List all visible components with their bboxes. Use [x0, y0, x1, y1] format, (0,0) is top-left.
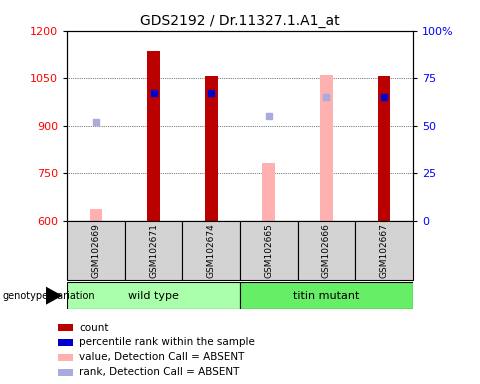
Title: GDS2192 / Dr.11327.1.A1_at: GDS2192 / Dr.11327.1.A1_at — [140, 14, 340, 28]
Bar — [58, 354, 73, 361]
Bar — [147, 51, 160, 221]
Bar — [58, 339, 73, 346]
Bar — [378, 76, 390, 221]
Text: wild type: wild type — [128, 291, 179, 301]
Text: GSM102671: GSM102671 — [149, 223, 158, 278]
Bar — [355, 221, 413, 280]
Bar — [90, 209, 102, 221]
Text: GSM102666: GSM102666 — [322, 223, 331, 278]
Bar — [58, 324, 73, 331]
Text: count: count — [79, 323, 108, 333]
Bar — [240, 221, 298, 280]
Text: GSM102669: GSM102669 — [92, 223, 100, 278]
Bar — [205, 76, 217, 221]
Text: rank, Detection Call = ABSENT: rank, Detection Call = ABSENT — [79, 367, 240, 377]
Bar — [67, 221, 125, 280]
Text: GSM102667: GSM102667 — [380, 223, 388, 278]
Text: GSM102674: GSM102674 — [207, 223, 216, 278]
Bar — [320, 75, 333, 221]
Text: percentile rank within the sample: percentile rank within the sample — [79, 338, 255, 348]
Bar — [298, 221, 355, 280]
Text: GSM102665: GSM102665 — [264, 223, 273, 278]
Polygon shape — [46, 286, 62, 305]
Bar — [263, 163, 275, 221]
Bar — [125, 221, 182, 280]
Text: genotype/variation: genotype/variation — [2, 291, 95, 301]
Bar — [240, 282, 413, 309]
Text: titin mutant: titin mutant — [293, 291, 360, 301]
Bar — [58, 369, 73, 376]
Bar — [67, 282, 240, 309]
Bar — [182, 221, 240, 280]
Text: value, Detection Call = ABSENT: value, Detection Call = ABSENT — [79, 352, 245, 362]
